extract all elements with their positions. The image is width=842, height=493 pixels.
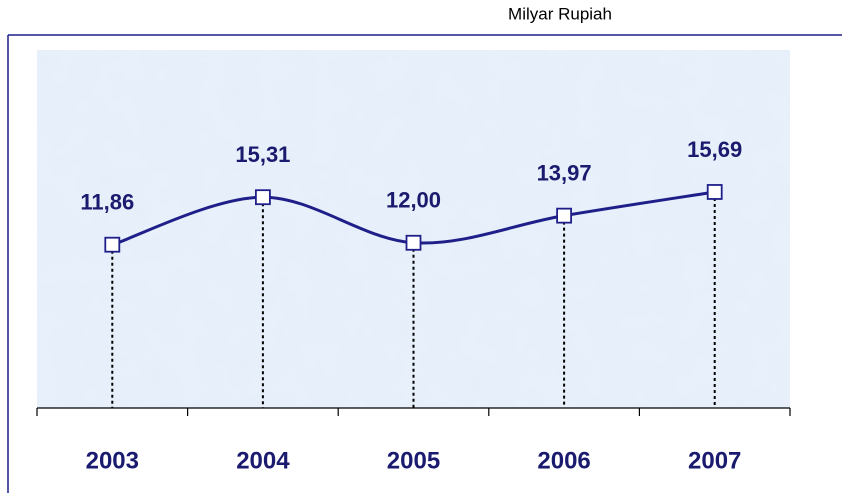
x-tick-label: 2007 bbox=[688, 447, 741, 474]
x-tick-label: 2004 bbox=[236, 447, 290, 474]
data-label: 12,00 bbox=[386, 188, 441, 213]
plot-area bbox=[37, 50, 790, 408]
unit-label: Milyar Rupiah bbox=[508, 4, 612, 23]
x-tick-label: 2003 bbox=[86, 447, 139, 474]
marker bbox=[706, 184, 723, 200]
data-label: 15,69 bbox=[687, 137, 742, 162]
x-tick-label: 2005 bbox=[387, 447, 440, 474]
data-label: 11,86 bbox=[80, 190, 134, 215]
data-label: 15,31 bbox=[235, 142, 290, 167]
marker bbox=[556, 207, 572, 224]
x-tick-label: 2006 bbox=[537, 447, 590, 474]
marker bbox=[104, 236, 121, 253]
marker bbox=[254, 189, 271, 206]
marker bbox=[405, 234, 422, 251]
data-label: 13,97 bbox=[537, 160, 592, 185]
